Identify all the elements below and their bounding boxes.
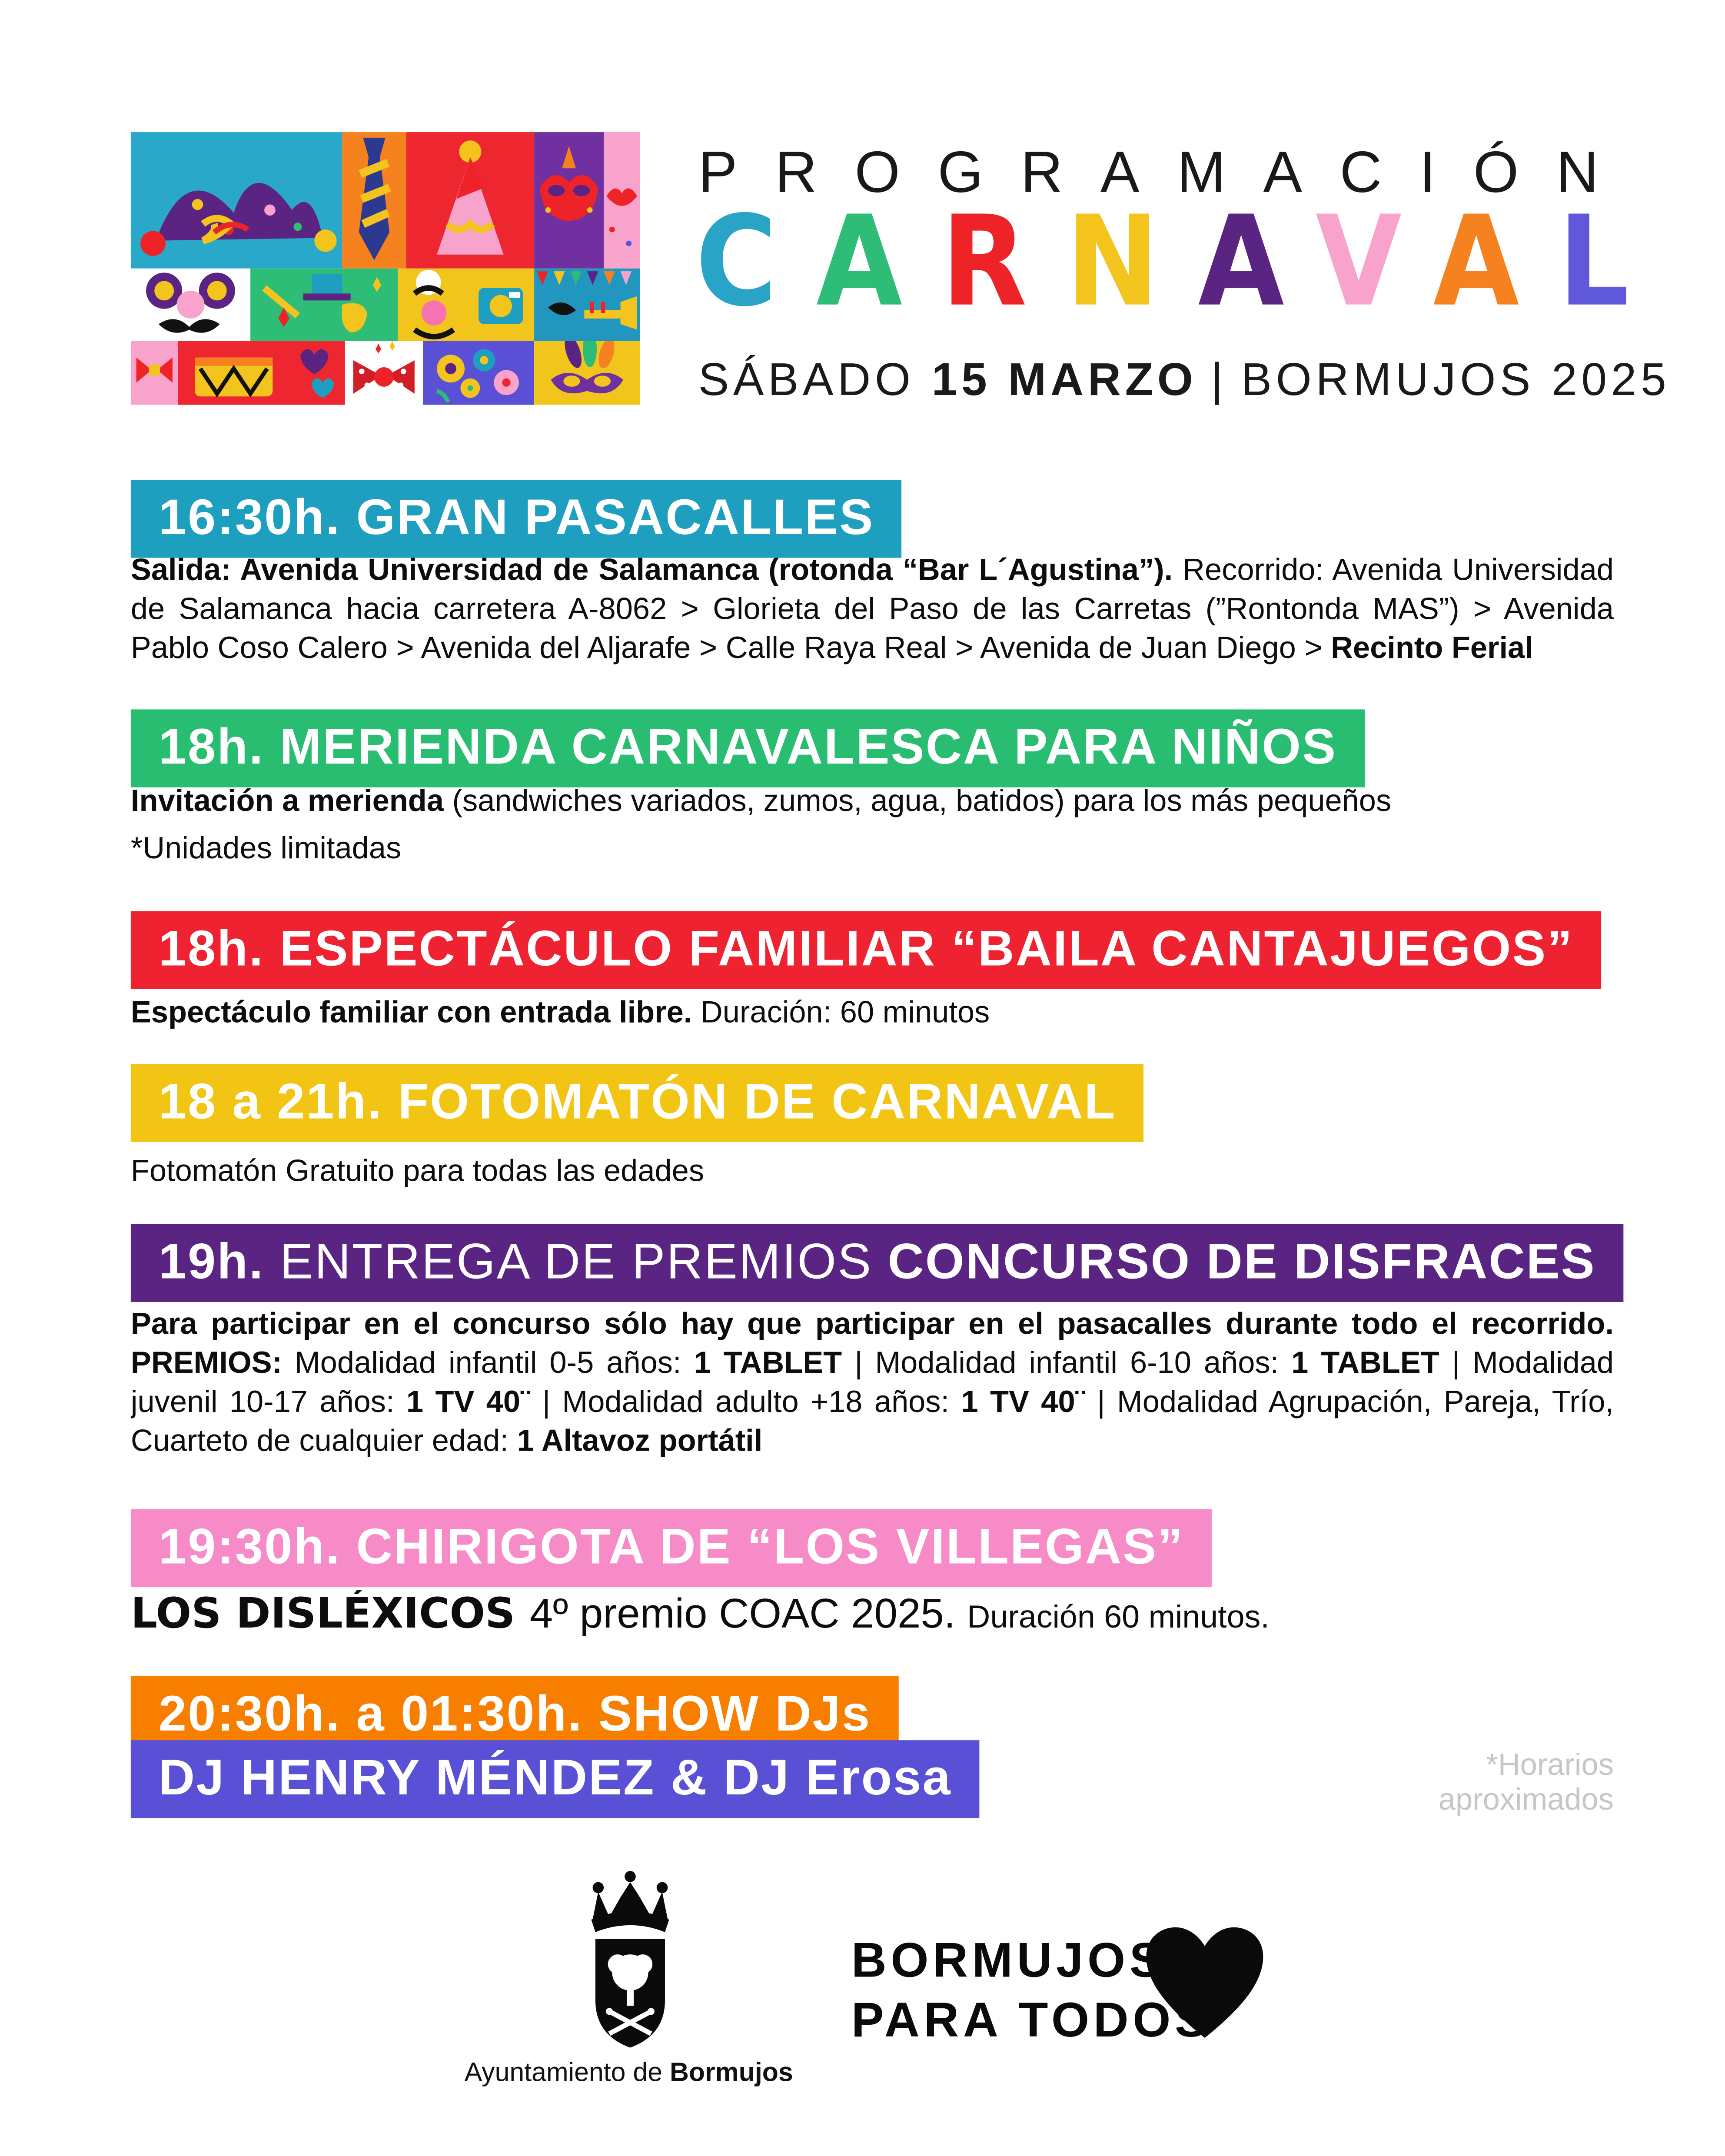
- paragraph: *Unidades limitadas: [130, 830, 402, 865]
- mask-tile: [534, 132, 604, 269]
- party-hat-tile: [406, 132, 535, 269]
- carnival-collage-logo: [130, 132, 640, 405]
- banner-concurso-disfraces: 19h. ENTREGA DE PREMIOS CONCURSO DE DISF…: [130, 1224, 1624, 1302]
- heart-icon: [1138, 1917, 1271, 2057]
- carnaval-letter: A: [816, 189, 941, 334]
- paragraph: Para participar en el concurso sólo hay …: [130, 1306, 1614, 1458]
- header-kicker: PROGRAMACIÓN: [698, 139, 1636, 205]
- carnaval-letter: C: [695, 189, 816, 334]
- paragraph: LOS DISLÉXICOS 4º premio COAC 2025. Dura…: [130, 1590, 1270, 1639]
- carnaval-letter: V: [1315, 189, 1433, 334]
- trumpet-tile: [534, 268, 640, 341]
- bow-icon: [136, 357, 173, 383]
- drum-tile: [178, 341, 345, 405]
- carnaval-letter: L: [1558, 189, 1668, 334]
- flowers-tile: [423, 341, 535, 405]
- carnaval-letter: N: [1066, 189, 1198, 334]
- ayuntamiento-caption: Ayuntamiento de Bormujos: [464, 2059, 793, 2088]
- top-hat-mask-icon: [262, 274, 382, 332]
- body-chirigota: LOS DISLÉXICOS 4º premio COAC 2025. Dura…: [131, 1590, 1614, 1651]
- body-baila-cantajuegos: Espectáculo familiar con entrada libre. …: [131, 993, 1614, 1040]
- masquerade-mask-icon: [539, 146, 598, 221]
- jester-hat-icon: [140, 183, 337, 256]
- carnaval-letter: A: [1198, 189, 1316, 334]
- feather-mask-icon: [551, 341, 623, 394]
- flowers-icon: [436, 349, 519, 403]
- striped-tie-tile: [342, 132, 406, 269]
- paragraph: Fotomatón Gratuito para todas las edades: [130, 1153, 705, 1188]
- lips-icon: [606, 188, 637, 246]
- carnaval-letter: A: [1433, 189, 1559, 334]
- brand-line1: BORMUJOS: [851, 1933, 1167, 1988]
- carnaval-title: CARNAVAL: [695, 189, 1668, 334]
- clown-glasses-mustache-icon: [146, 272, 235, 333]
- body-concurso-disfraces: Para participar en el concurso sólo hay …: [131, 1305, 1614, 1508]
- banner-fotomaton: 18 a 21h. FOTOMATÓN DE CARNAVAL: [130, 1064, 1144, 1143]
- feather-mask-tile: [534, 341, 640, 405]
- body-gran-pasacalles: Salida: Avenida Universidad de Salamanca…: [131, 551, 1614, 712]
- party-hat-icon: [437, 140, 504, 255]
- tie-icon: [359, 137, 391, 260]
- bormujos-para-todos-logo: BORMUJOS PARA TODOS: [851, 1931, 1211, 2050]
- body-merienda: Invitación a merienda (sandwiches variad…: [131, 782, 1614, 882]
- clown-glasses-tile: [130, 268, 251, 341]
- clown-face-camera-icon: [412, 269, 523, 339]
- header-subtitle: SÁBADO 15 MARZO | BORMUJOS 2025: [698, 353, 1671, 405]
- bormujos-coat-of-arms-icon: [568, 1870, 693, 2063]
- drum-balloons-icon: [195, 349, 334, 398]
- banner-baila-cantajuegos: 18h. ESPECTÁCULO FAMILIAR “BAILA CANTAJU…: [130, 911, 1602, 990]
- theater-mask-tile: [250, 268, 398, 341]
- paragraph: Invitación a merienda (sandwiches variad…: [130, 783, 1392, 818]
- bow-tile: [130, 341, 178, 405]
- jester-hat-tile: [130, 132, 342, 269]
- schedule-disclaimer-line2: aproximados: [1438, 1782, 1614, 1817]
- paragraph: Salida: Avenida Universidad de Salamanca…: [130, 552, 1614, 665]
- schedule-disclaimer: *Horarios aproximados: [1197, 1747, 1614, 1817]
- polka-bow-tile: [345, 341, 423, 405]
- carnaval-letter: R: [941, 189, 1066, 334]
- bunting-trumpet-icon: [537, 271, 637, 330]
- body-fotomaton: Fotomatón Gratuito para todas las edades: [131, 1152, 1614, 1199]
- banner-dj-lineup: DJ HENRY MÉNDEZ & DJ Erosa: [130, 1740, 980, 1819]
- banner-gran-pasacalles: 16:30h. GRAN PASACALLES: [130, 480, 902, 558]
- brand-line2: PARA TODOS: [851, 1993, 1212, 2048]
- polka-dot-bow-icon: [353, 341, 415, 394]
- clown-face-tile: [398, 268, 535, 341]
- banner-chirigota: 19:30h. CHIRIGOTA DE “LOS VILLEGAS”: [130, 1509, 1212, 1588]
- paragraph: Espectáculo familiar con entrada libre. …: [130, 994, 990, 1030]
- lips-tile: [604, 132, 640, 269]
- schedule-disclaimer-line1: *Horarios: [1486, 1747, 1614, 1782]
- banner-merienda: 18h. MERIENDA CARNAVALESCA PARA NIÑOS: [130, 709, 1365, 788]
